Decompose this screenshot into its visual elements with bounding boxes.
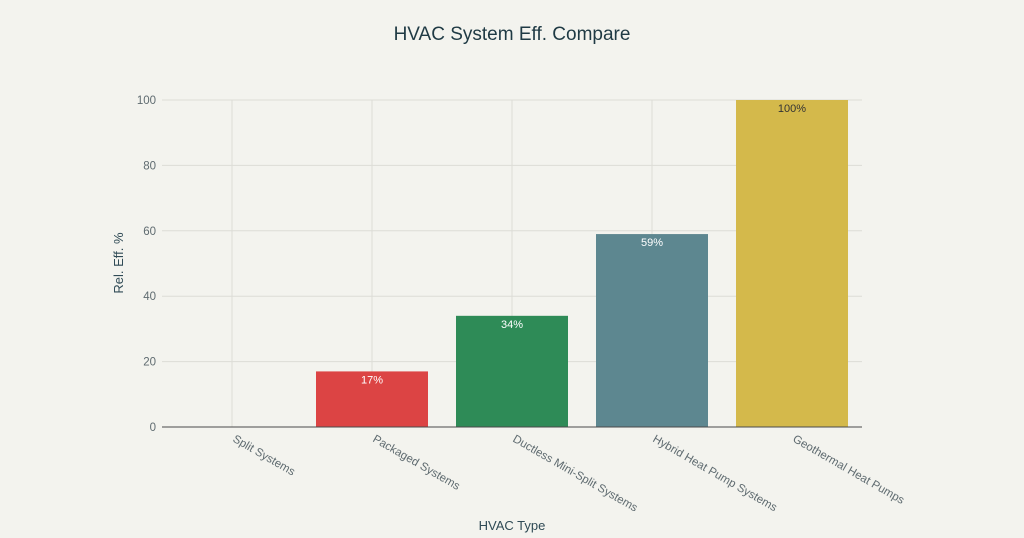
x-tick-label: Ductless Mini-Split Systems (511, 433, 640, 514)
bar-value-label: 17% (361, 374, 383, 386)
bar (316, 371, 428, 427)
y-axis-label: Rel. Eff. % (111, 232, 126, 294)
y-tick-label: 60 (143, 226, 156, 238)
y-tick-label: 80 (143, 160, 156, 172)
x-axis-label: HVAC Type (479, 518, 546, 533)
x-tick-label: Hybrid Heat Pump Systems (651, 433, 780, 514)
bars: 17% 34% 59% 100% (162, 100, 862, 428)
bar-value-label: 59% (641, 237, 663, 249)
bar (736, 100, 848, 427)
y-tick-label: 40 (143, 291, 156, 303)
y-tick-label: 100 (137, 95, 156, 107)
bar-value-label: 100% (778, 103, 806, 115)
x-tick-label: Packaged Systems (371, 433, 462, 493)
y-tick-label: 20 (143, 357, 156, 369)
chart-title: HVAC System Eff. Compare (394, 24, 631, 45)
y-tick-label: 0 (150, 422, 156, 434)
bar-value-label: 34% (501, 319, 523, 331)
x-tick-label: Geothermal Heat Pumps (791, 433, 907, 507)
x-tick-label: Split Systems (231, 433, 298, 478)
bar (456, 315, 568, 427)
bar (596, 234, 708, 427)
